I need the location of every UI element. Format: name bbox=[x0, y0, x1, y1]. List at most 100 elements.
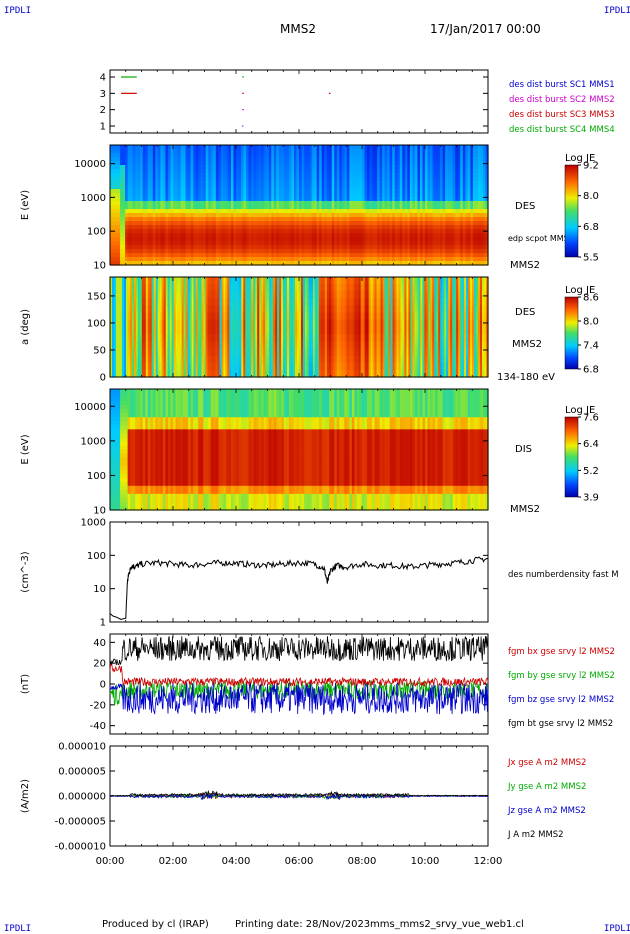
heatmap-cell bbox=[180, 229, 184, 234]
heatmap-cell bbox=[427, 225, 431, 230]
heatmap-cell bbox=[321, 161, 325, 166]
heatmap-cell bbox=[120, 213, 124, 218]
heatmap-cell bbox=[151, 362, 155, 371]
heatmap-cell bbox=[200, 193, 204, 198]
heatmap-cell bbox=[364, 253, 368, 258]
heatmap-cell bbox=[286, 257, 290, 262]
heatmap-cell bbox=[377, 177, 381, 182]
heatmap-cell bbox=[472, 217, 476, 222]
heatmap-cell bbox=[384, 253, 388, 258]
heatmap-cell bbox=[145, 249, 149, 254]
heatmap-cell bbox=[316, 157, 320, 162]
heatmap-cell bbox=[115, 305, 119, 314]
heatmap-cell bbox=[175, 173, 179, 178]
heatmap-cell bbox=[173, 241, 177, 246]
heatmap-cell bbox=[430, 241, 434, 246]
heatmap-cell bbox=[306, 245, 310, 250]
heatmap-cell bbox=[238, 169, 242, 174]
heatmap-cell bbox=[205, 217, 209, 222]
heatmap-cell bbox=[241, 165, 245, 170]
heatmap-cell bbox=[475, 153, 479, 158]
heatmap-cell bbox=[314, 237, 318, 242]
heatmap-cell bbox=[430, 213, 434, 218]
heatmap-cell bbox=[382, 181, 386, 186]
heatmap-cell bbox=[392, 181, 396, 186]
heatmap-cell bbox=[397, 197, 401, 202]
heatmap-cell bbox=[195, 177, 199, 182]
heatmap-cell bbox=[447, 189, 451, 194]
heatmap-cell bbox=[482, 181, 487, 186]
heatmap-cell bbox=[384, 145, 388, 150]
heatmap-cell bbox=[382, 217, 386, 222]
heatmap-cell bbox=[127, 305, 131, 314]
heatmap-cell bbox=[157, 197, 161, 202]
heatmap-cell bbox=[117, 197, 121, 202]
heatmap-cell bbox=[442, 217, 446, 222]
heatmap-cell bbox=[452, 241, 456, 246]
heatmap-cell bbox=[356, 261, 361, 266]
heatmap-cell bbox=[112, 217, 116, 222]
heatmap-cell bbox=[112, 205, 116, 210]
heatmap-cell bbox=[367, 261, 371, 266]
heatmap-cell bbox=[120, 165, 124, 170]
heatmap-cell bbox=[450, 233, 454, 238]
heatmap-cell bbox=[143, 298, 147, 307]
heatmap-cell bbox=[293, 205, 298, 210]
heatmap-cell bbox=[110, 245, 114, 250]
heatmap-cell bbox=[140, 253, 144, 258]
heatmap-cell bbox=[450, 261, 454, 266]
heatmap-cell bbox=[437, 257, 441, 262]
heatmap-cell bbox=[200, 165, 204, 170]
heatmap-cell bbox=[190, 189, 194, 194]
heatmap-cell bbox=[414, 205, 419, 210]
heatmap-cell bbox=[389, 145, 393, 150]
heatmap-cell bbox=[379, 173, 383, 178]
heatmap-cell bbox=[379, 193, 383, 198]
heatmap-cell bbox=[324, 177, 328, 182]
heatmap-cell bbox=[188, 237, 192, 242]
heatmap-cell bbox=[311, 257, 315, 262]
heatmap-cell bbox=[238, 253, 242, 258]
heatmap-cell bbox=[291, 249, 295, 254]
heatmap-cell bbox=[170, 205, 174, 210]
heatmap-cell bbox=[470, 181, 474, 186]
heatmap-cell bbox=[422, 197, 426, 202]
heatmap-cell bbox=[162, 221, 167, 226]
heatmap-cell bbox=[460, 197, 464, 202]
heatmap-cell bbox=[160, 225, 164, 230]
heatmap-cell bbox=[281, 197, 285, 202]
heatmap-cell bbox=[389, 173, 393, 178]
heatmap-cell bbox=[261, 169, 265, 174]
heatmap-cell bbox=[387, 189, 391, 194]
heatmap-cell bbox=[271, 257, 275, 262]
heatmap-cell bbox=[132, 233, 136, 238]
heatmap-cell bbox=[157, 277, 161, 285]
heatmap-cell bbox=[367, 145, 371, 150]
heatmap-cell bbox=[369, 165, 373, 170]
heatmap-cell bbox=[283, 153, 287, 158]
heatmap-cell bbox=[268, 177, 272, 182]
heatmap-cell bbox=[256, 169, 260, 174]
heatmap-cell bbox=[470, 197, 474, 202]
heatmap-cell bbox=[127, 193, 131, 198]
heatmap-cell bbox=[334, 245, 338, 250]
heatmap-cell bbox=[112, 149, 116, 154]
heatmap-cell bbox=[283, 241, 287, 246]
heatmap-cell bbox=[198, 241, 202, 246]
heatmap-cell bbox=[336, 157, 340, 162]
heatmap-cell bbox=[472, 253, 476, 258]
heatmap-cell bbox=[369, 205, 373, 210]
heatmap-cell bbox=[334, 261, 338, 266]
heatmap-cell bbox=[190, 145, 194, 150]
heatmap-cell bbox=[125, 291, 129, 300]
heatmap-cell bbox=[266, 173, 270, 178]
heatmap-cell bbox=[367, 193, 371, 198]
heatmap-cell bbox=[304, 157, 308, 162]
heatmap-cell bbox=[220, 245, 224, 250]
heatmap-cell bbox=[281, 153, 285, 158]
heatmap-cell bbox=[215, 205, 219, 210]
heatmap-cell bbox=[135, 161, 139, 166]
heatmap-cell bbox=[147, 348, 151, 357]
heatmap-cell bbox=[125, 298, 129, 307]
heatmap-cell bbox=[412, 161, 416, 166]
